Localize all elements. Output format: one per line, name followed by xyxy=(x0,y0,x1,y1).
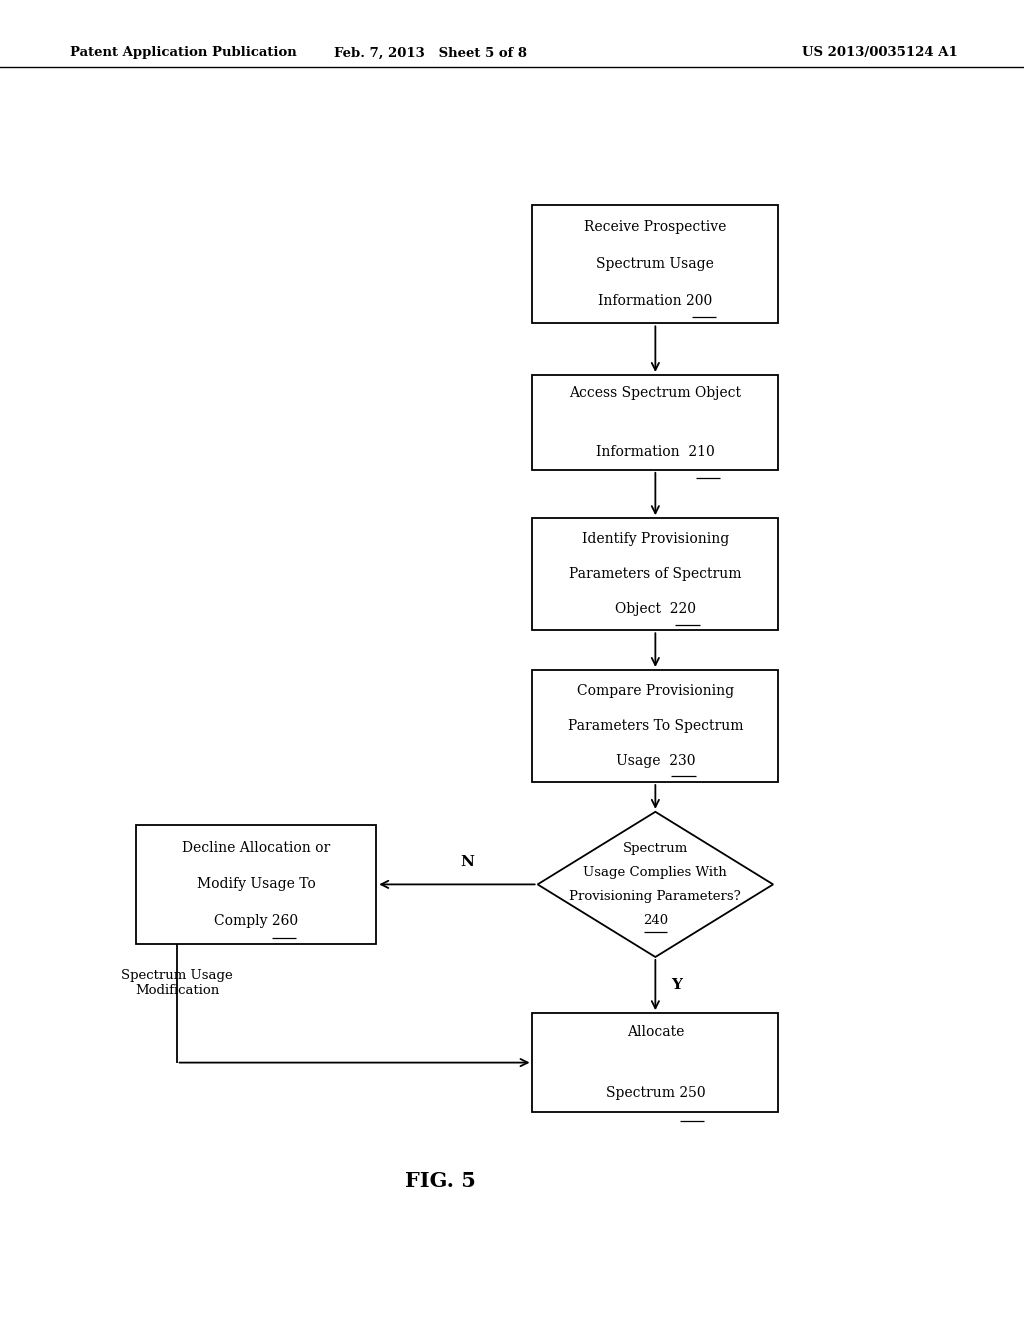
Text: Feb. 7, 2013   Sheet 5 of 8: Feb. 7, 2013 Sheet 5 of 8 xyxy=(334,46,526,59)
Text: Compare Provisioning: Compare Provisioning xyxy=(577,684,734,698)
Text: Patent Application Publication: Patent Application Publication xyxy=(70,46,296,59)
Text: Identify Provisioning: Identify Provisioning xyxy=(582,532,729,546)
Text: Parameters of Spectrum: Parameters of Spectrum xyxy=(569,568,741,581)
Text: Spectrum Usage: Spectrum Usage xyxy=(596,257,715,271)
Text: N: N xyxy=(460,854,474,869)
Text: Access Spectrum Object: Access Spectrum Object xyxy=(569,385,741,400)
Text: Spectrum Usage
Modification: Spectrum Usage Modification xyxy=(121,969,233,998)
Text: Comply 260: Comply 260 xyxy=(214,915,298,928)
Text: Object  220: Object 220 xyxy=(614,602,696,616)
Text: Usage Complies With: Usage Complies With xyxy=(584,866,727,879)
Bar xyxy=(532,669,778,781)
Text: Spectrum 250: Spectrum 250 xyxy=(605,1086,706,1101)
Text: Modify Usage To: Modify Usage To xyxy=(197,878,315,891)
Text: Usage  230: Usage 230 xyxy=(615,754,695,768)
Bar xyxy=(532,205,778,323)
Bar xyxy=(532,519,778,631)
Text: 240: 240 xyxy=(643,915,668,927)
Bar xyxy=(135,825,377,944)
Text: Decline Allocation or: Decline Allocation or xyxy=(182,841,330,854)
Text: Parameters To Spectrum: Parameters To Spectrum xyxy=(567,719,743,733)
Text: Y: Y xyxy=(671,978,682,993)
Text: Information 200: Information 200 xyxy=(598,294,713,308)
Text: Allocate: Allocate xyxy=(627,1024,684,1039)
Text: Information  210: Information 210 xyxy=(596,445,715,459)
Text: Provisioning Parameters?: Provisioning Parameters? xyxy=(569,890,741,903)
Bar xyxy=(532,1014,778,1111)
Polygon shape xyxy=(538,812,773,957)
Text: FIG. 5: FIG. 5 xyxy=(404,1171,476,1192)
Bar xyxy=(532,375,778,470)
Text: Spectrum: Spectrum xyxy=(623,842,688,854)
Text: US 2013/0035124 A1: US 2013/0035124 A1 xyxy=(802,46,957,59)
Text: Receive Prospective: Receive Prospective xyxy=(584,220,727,234)
